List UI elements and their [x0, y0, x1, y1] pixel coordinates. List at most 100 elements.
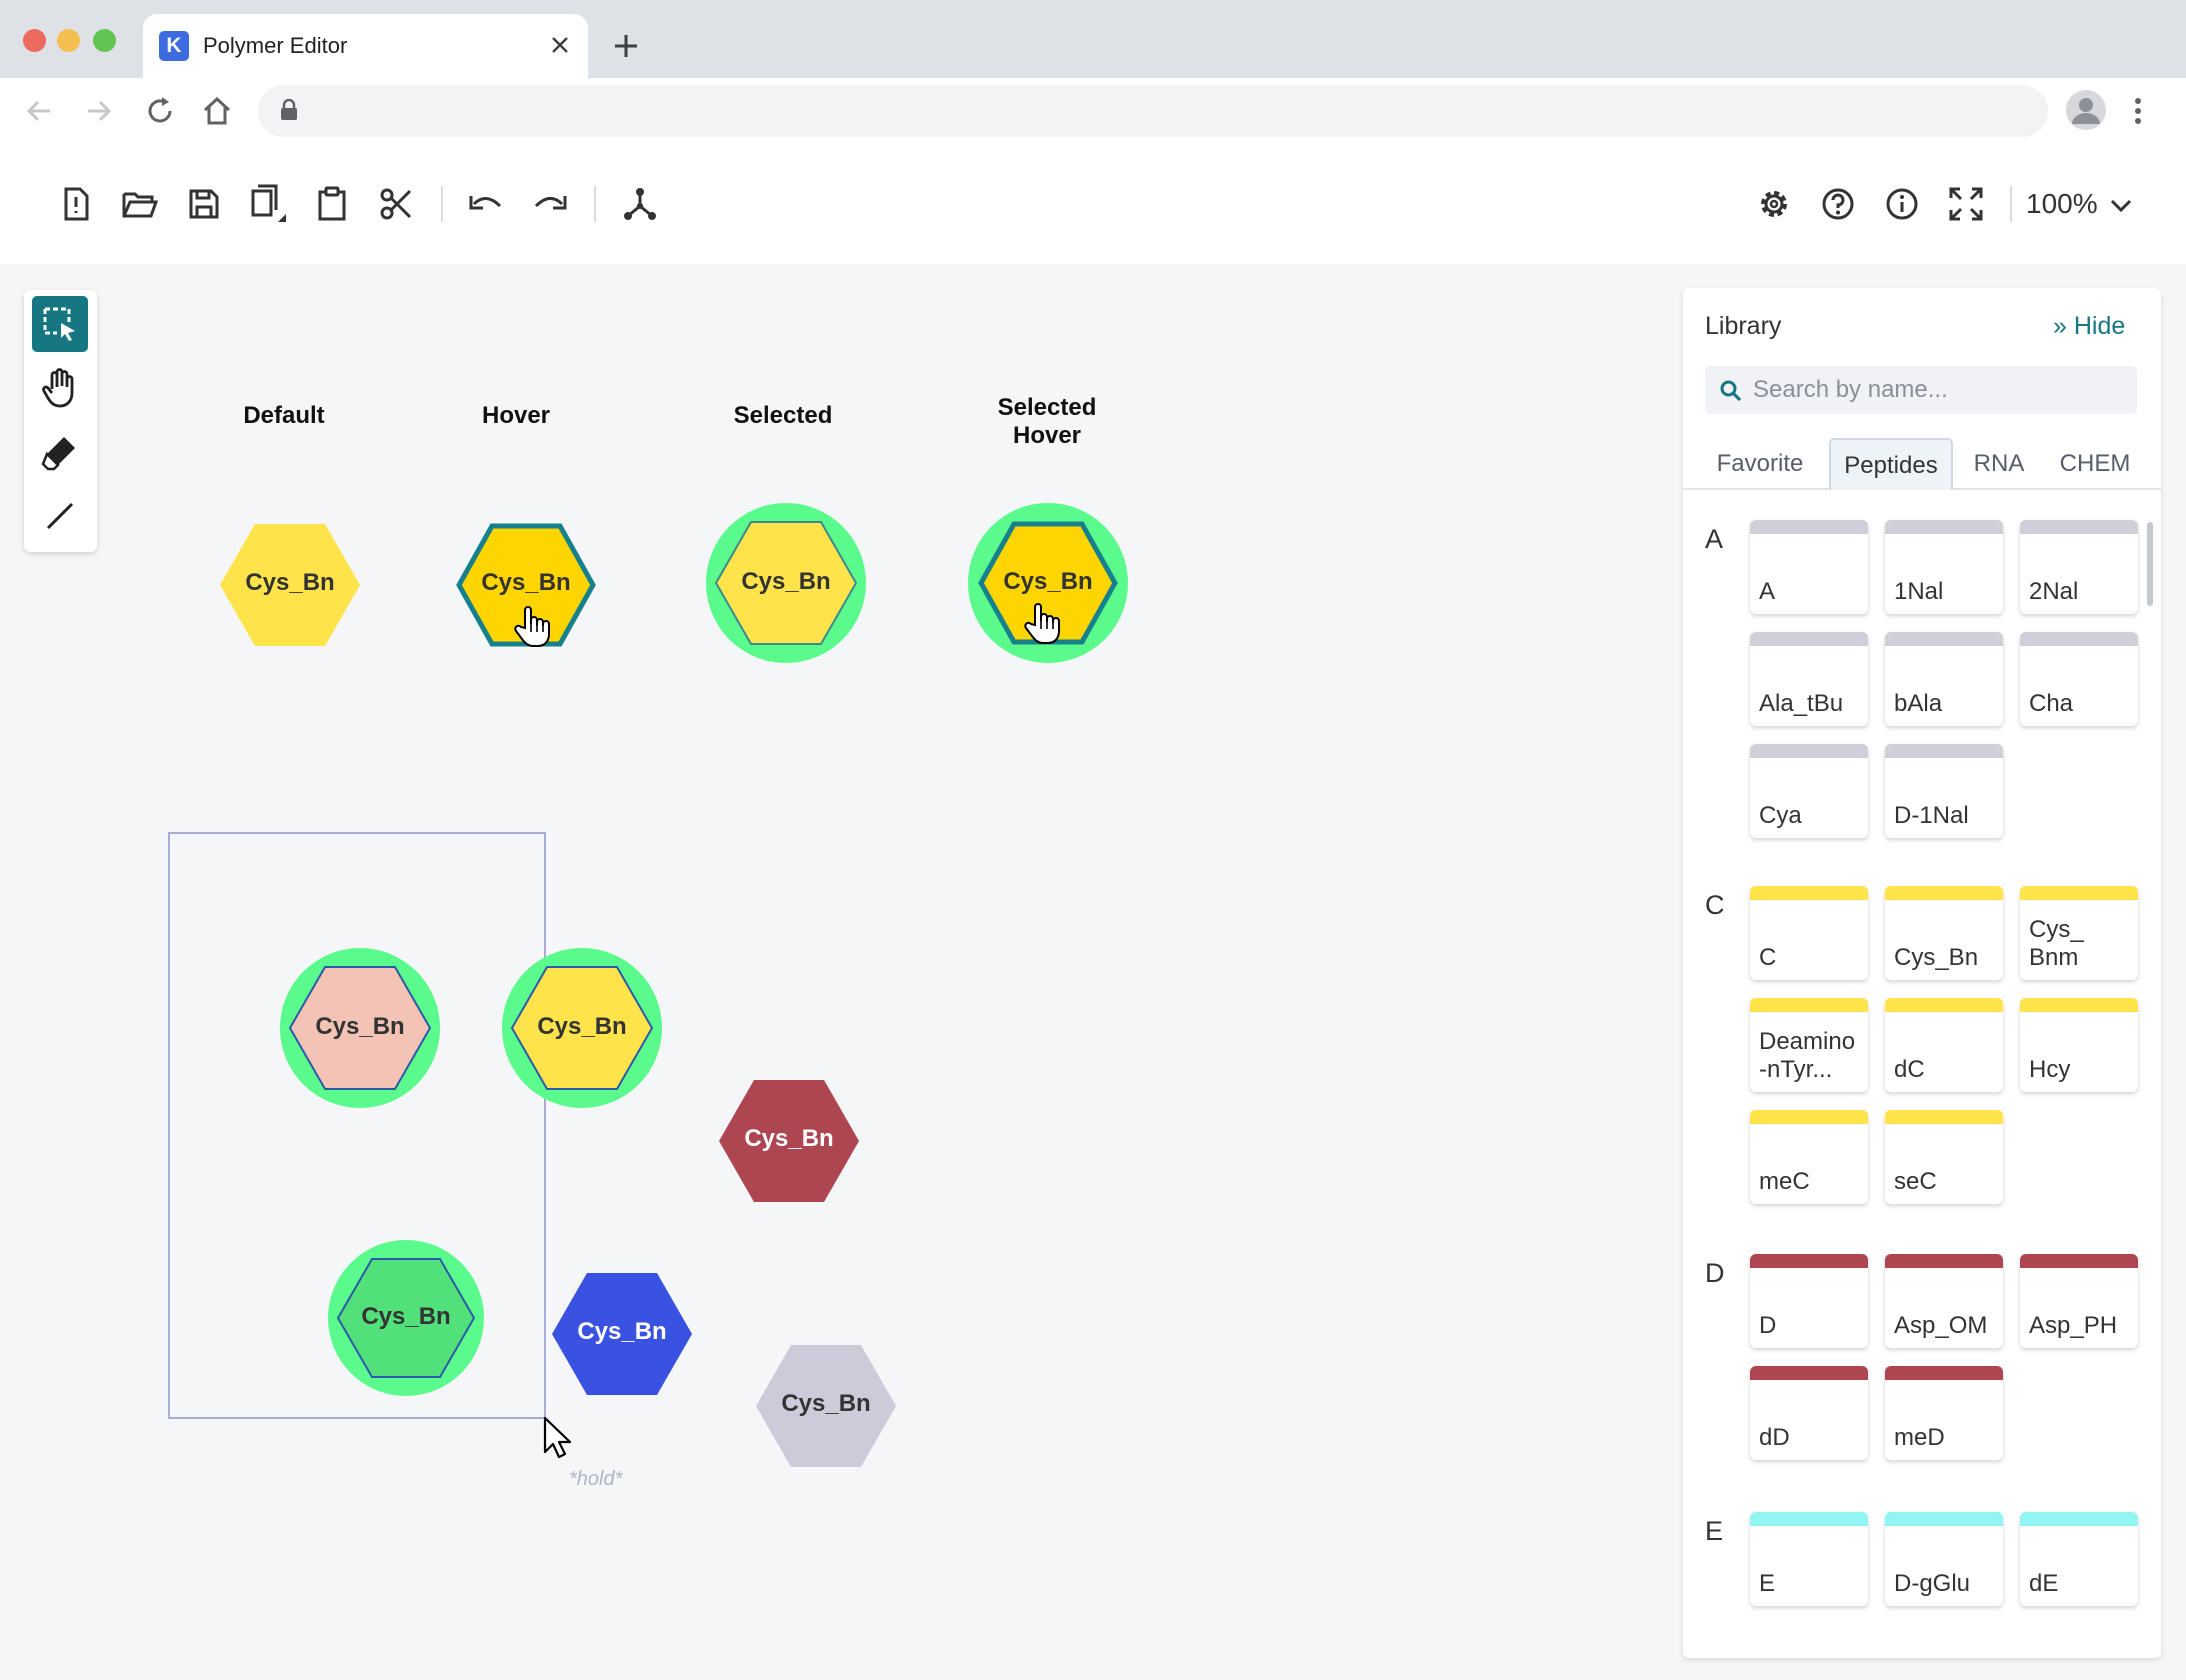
search-icon — [1720, 380, 1742, 402]
maximize-window-button[interactable] — [93, 29, 116, 52]
paste-button[interactable] — [310, 182, 354, 226]
monomer-selected-salmon[interactable]: Cys_Bn — [280, 948, 440, 1108]
monomer-card[interactable]: C — [1750, 886, 1868, 980]
new-tab-icon[interactable] — [612, 32, 640, 60]
monomer-card[interactable]: seC — [1885, 1110, 2003, 1204]
monomer-card[interactable]: meD — [1885, 1366, 2003, 1460]
redo-button[interactable] — [528, 182, 572, 226]
section-letter: C — [1705, 890, 1725, 920]
open-button[interactable] — [118, 182, 162, 226]
tab-title: Polymer Editor — [203, 33, 348, 58]
card-label: Hcy — [2029, 1056, 2071, 1083]
chevron-down-icon[interactable] — [2108, 194, 2134, 216]
monomer-card[interactable]: 1Nal — [1885, 520, 2003, 614]
reload-icon[interactable] — [143, 94, 177, 128]
monomer-card[interactable]: Asp_OM — [1885, 1254, 2003, 1348]
tab-peptides[interactable]: Peptides — [1829, 438, 1953, 490]
monomer-label: Cys_Bn — [537, 1013, 627, 1040]
search-input[interactable] — [1753, 366, 2123, 414]
monomer-card[interactable]: D-gGlu — [1885, 1512, 2003, 1606]
monomer-hover[interactable]: Cys_Bn — [456, 523, 596, 647]
select-rectangle-icon — [43, 307, 75, 341]
monomer-red[interactable]: Cys_Bn — [719, 1080, 859, 1202]
fullscreen-button[interactable] — [1944, 182, 1988, 226]
close-tab-icon[interactable] — [547, 32, 573, 58]
bond-tool[interactable] — [32, 488, 88, 544]
hide-library-button[interactable]: » Hide — [2053, 312, 2125, 341]
browser-tab-bar: K Polymer Editor — [0, 0, 2186, 78]
home-icon[interactable] — [200, 94, 234, 128]
cut-icon — [380, 188, 412, 220]
profile-avatar[interactable] — [2066, 90, 2106, 130]
save-button[interactable] — [182, 182, 226, 226]
monomer-card[interactable]: Ala_tBu — [1750, 632, 1868, 726]
tab-favorite[interactable]: Favorite — [1716, 450, 1804, 477]
cut-button[interactable] — [374, 182, 418, 226]
close-window-button[interactable] — [23, 29, 46, 52]
hand-tool[interactable] — [32, 360, 88, 416]
monomer-card[interactable]: dE — [2020, 1512, 2138, 1606]
monomer-gray[interactable]: Cys_Bn — [756, 1345, 896, 1467]
card-color-strip — [1885, 886, 2003, 900]
url-input[interactable] — [258, 85, 2048, 137]
settings-button[interactable] — [1752, 182, 1796, 226]
layout-icon — [624, 188, 656, 220]
monomer-card[interactable]: meC — [1750, 1110, 1868, 1204]
zoom-level[interactable]: 100% — [2026, 188, 2098, 219]
library-scrollbar[interactable] — [2147, 522, 2153, 606]
bond-line-icon — [46, 502, 74, 530]
monomer-default[interactable]: Cys_Bn — [220, 524, 360, 646]
monomer-card[interactable]: Cha — [2020, 632, 2138, 726]
browser-menu-icon[interactable] — [2133, 94, 2143, 128]
library-tabs: Favorite Peptides RNA CHEM — [1683, 438, 2161, 490]
monomer-selected[interactable]: Cys_Bn — [706, 503, 866, 663]
undo-button[interactable] — [464, 182, 508, 226]
monomer-selected-yellow[interactable]: Cys_Bn — [502, 948, 662, 1108]
tab-rna[interactable]: RNA — [1973, 450, 2025, 477]
card-color-strip — [1885, 1254, 2003, 1268]
card-label: D-gGlu — [1894, 1570, 1971, 1597]
monomer-card[interactable]: Cys_ Bnm — [2020, 886, 2138, 980]
monomer-card[interactable]: dD — [1750, 1366, 1868, 1460]
monomer-label: Cys_Bn — [781, 1390, 871, 1417]
monomer-blue[interactable]: Cys_Bn — [552, 1273, 692, 1395]
hold-hint: *hold* — [569, 1468, 623, 1490]
monomer-selected-hover[interactable]: Cys_Bn — [968, 503, 1128, 663]
card-color-strip — [1750, 1110, 1868, 1124]
browser-tab[interactable]: K Polymer Editor — [143, 14, 588, 78]
monomer-card[interactable]: D-1Nal — [1885, 744, 2003, 838]
forward-icon[interactable] — [82, 94, 116, 128]
tab-chem[interactable]: CHEM — [2059, 450, 2131, 477]
back-icon[interactable] — [22, 94, 56, 128]
monomer-card[interactable]: Asp_PH — [2020, 1254, 2138, 1348]
info-button[interactable] — [1880, 182, 1924, 226]
copy-button[interactable] — [246, 182, 290, 226]
eraser-tool[interactable] — [32, 424, 88, 480]
layout-button[interactable] — [618, 182, 662, 226]
monomer-card[interactable]: Cya — [1750, 744, 1868, 838]
column-label-default: Default — [243, 402, 325, 429]
monomer-card[interactable]: bAla — [1885, 632, 2003, 726]
monomer-card[interactable]: Deamino -nTyr... — [1750, 998, 1868, 1092]
help-button[interactable] — [1816, 182, 1860, 226]
monomer-card[interactable]: 2Nal — [2020, 520, 2138, 614]
arrow-cursor-icon — [543, 1416, 572, 1459]
monomer-card[interactable]: Cys_Bn — [1885, 886, 2003, 980]
monomer-card[interactable]: dC — [1885, 998, 2003, 1092]
toolbar-separator — [594, 186, 596, 222]
select-rectangle-tool[interactable] — [32, 296, 88, 352]
monomer-card[interactable]: A — [1750, 520, 1868, 614]
card-label: dD — [1759, 1424, 1790, 1451]
new-file-button[interactable] — [54, 182, 98, 226]
monomer-selected-green[interactable]: Cys_Bn — [328, 1240, 484, 1396]
hand-icon — [42, 368, 74, 408]
card-label: meD — [1894, 1424, 1945, 1451]
minimize-window-button[interactable] — [57, 29, 80, 52]
monomer-card[interactable]: Hcy — [2020, 998, 2138, 1092]
info-icon — [1886, 188, 1918, 220]
hide-label: Hide — [2073, 312, 2126, 340]
monomer-label: Cys_Bn — [315, 1013, 405, 1040]
monomer-card[interactable]: E — [1750, 1512, 1868, 1606]
card-color-strip — [2020, 998, 2138, 1012]
monomer-card[interactable]: D — [1750, 1254, 1868, 1348]
